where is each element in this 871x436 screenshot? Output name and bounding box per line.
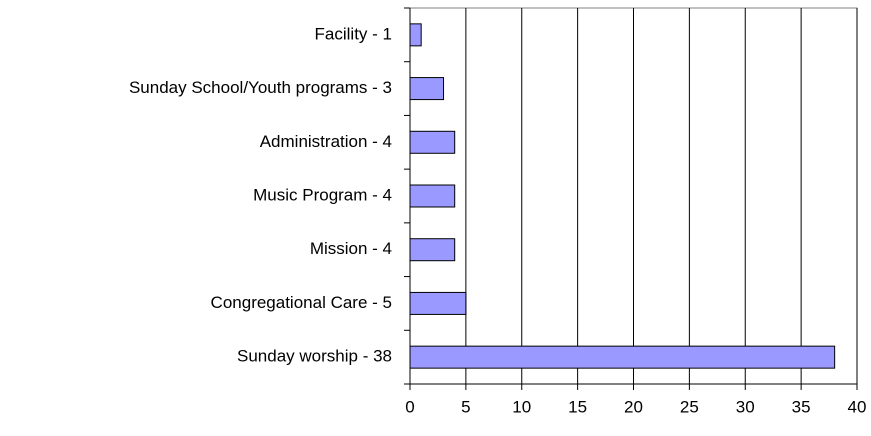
x-tick-label: 10 — [512, 397, 531, 416]
bar — [409, 23, 422, 47]
y-tick-label: Sunday worship - 38 — [237, 347, 392, 366]
bar — [409, 238, 456, 262]
x-tick-label: 20 — [624, 397, 643, 416]
y-tick-label: Facility - 1 — [315, 24, 392, 43]
x-tick-label: 30 — [736, 397, 755, 416]
x-tick-label: 35 — [792, 397, 811, 416]
y-tick-label: Mission - 4 — [310, 239, 392, 258]
x-tick-label: 15 — [568, 397, 587, 416]
y-tick-label: Sunday School/Youth programs - 3 — [129, 78, 392, 97]
y-tick-label: Congregational Care - 5 — [211, 293, 392, 312]
y-tick-label: Administration - 4 — [260, 132, 392, 151]
bar — [409, 345, 836, 369]
x-tick-label: 25 — [680, 397, 699, 416]
x-tick-label: 40 — [848, 397, 867, 416]
x-tick-label: 5 — [461, 397, 470, 416]
bar — [409, 130, 456, 154]
x-tick-label: 0 — [405, 397, 414, 416]
bar — [409, 291, 467, 315]
y-tick-label: Music Program - 4 — [253, 185, 392, 204]
bar — [409, 184, 456, 208]
bar — [409, 77, 445, 101]
